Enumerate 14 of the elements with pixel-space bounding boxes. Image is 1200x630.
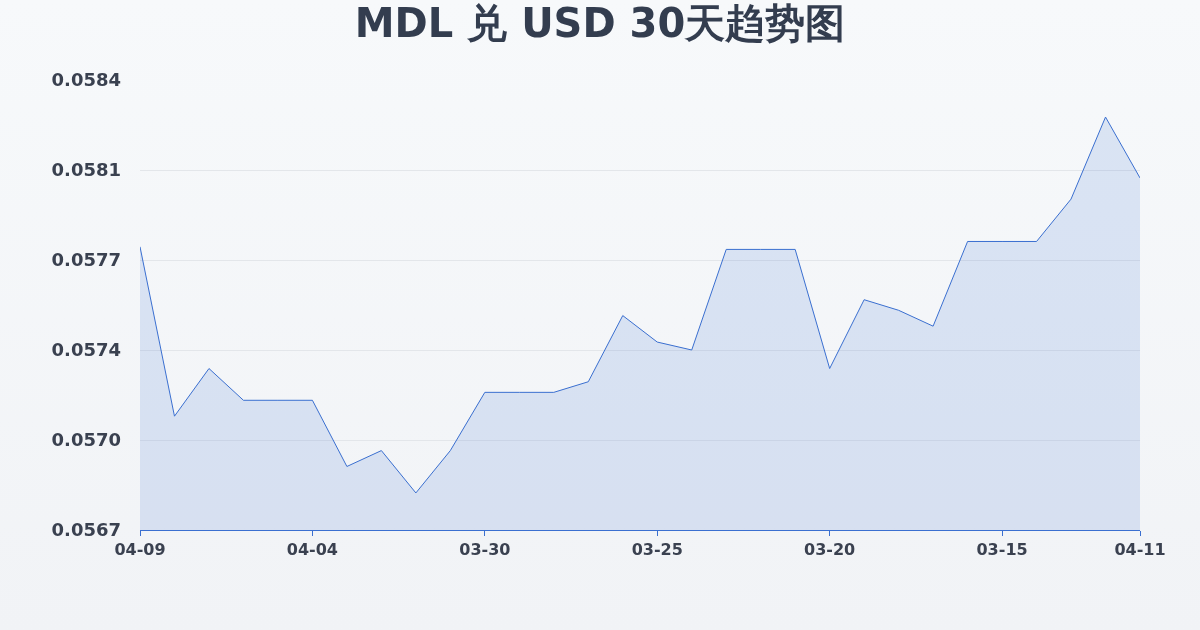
x-tick-label: 03-25 [631,540,683,560]
x-tick-label: 03-15 [976,540,1028,560]
y-tick-label: 0.0584 [51,69,121,91]
x-tick-label: 03-20 [804,540,856,560]
y-tick-label: 0.0577 [51,249,121,271]
x-tick-label: 04-04 [286,540,338,560]
y-tick-label: 0.0567 [51,519,121,541]
y-tick-label: 0.0581 [51,159,121,181]
y-tick-label: 0.0574 [51,339,121,361]
chart-title: MDL 兑 USD 30天趋势图 [354,0,846,47]
x-tick-label: 03-30 [459,540,511,560]
y-tick-label: 0.0570 [51,429,121,451]
x-tick-label: 04-09 [114,540,166,560]
x-tick-label: 04-11 [1114,540,1166,560]
